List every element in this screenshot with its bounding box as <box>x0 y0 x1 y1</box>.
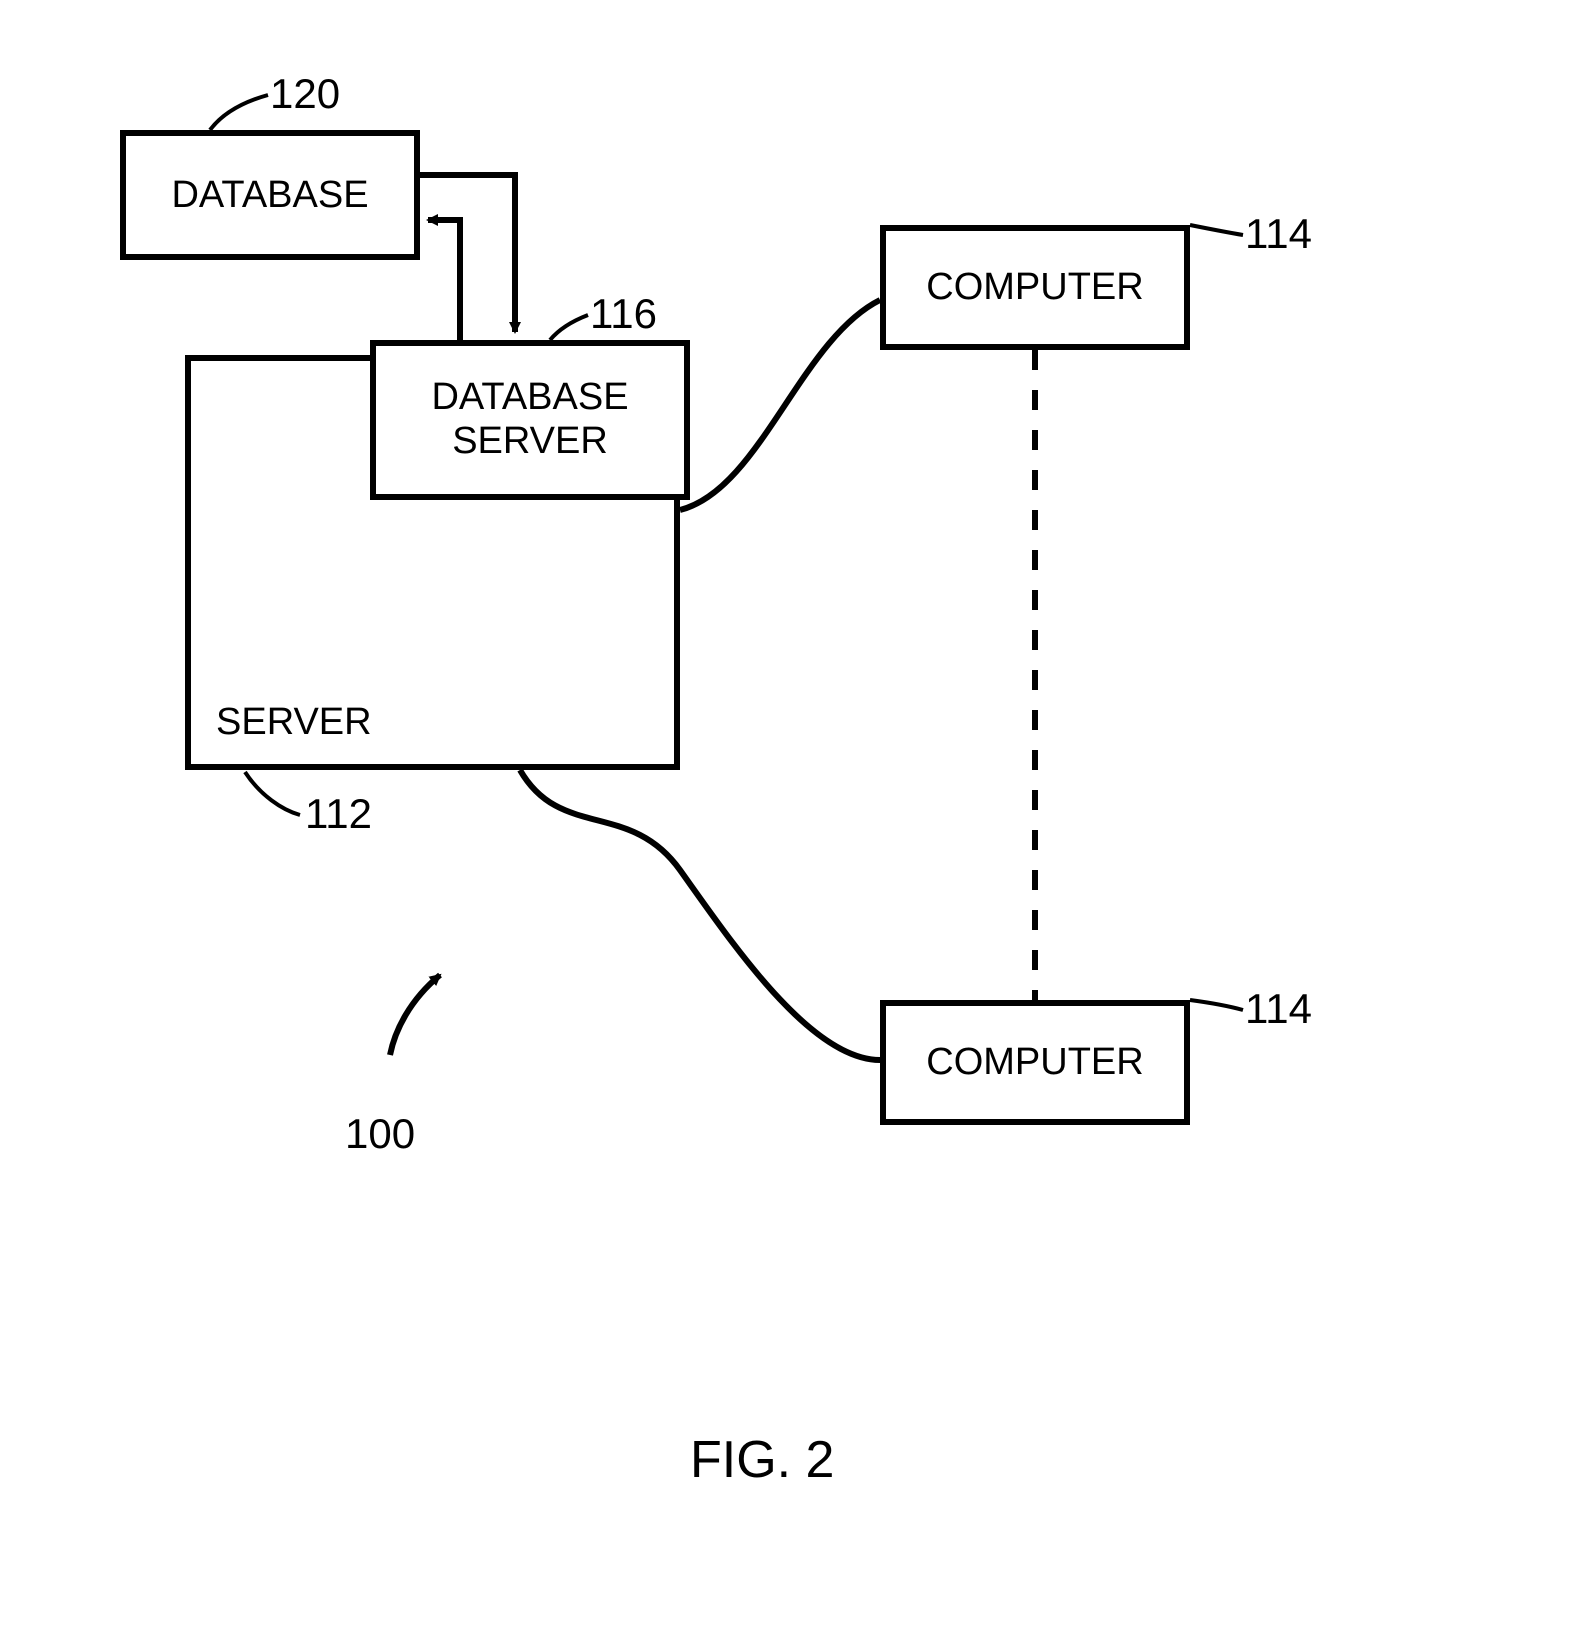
database-server-box: DATABASE SERVER <box>370 340 690 500</box>
ref-system: 100 <box>345 1110 415 1158</box>
computer-top-label: COMPUTER <box>926 266 1143 309</box>
ref-server: 112 <box>305 790 372 838</box>
server-label: SERVER <box>216 701 372 744</box>
ref-computer-top: 114 <box>1245 210 1312 258</box>
figure-caption: FIG. 2 <box>690 1430 834 1490</box>
figure-canvas: SERVER DATABASE SERVER DATABASE COMPUTER… <box>0 0 1569 1633</box>
computer-bottom-label: COMPUTER <box>926 1041 1143 1084</box>
database-server-label: DATABASE SERVER <box>431 376 628 463</box>
computer-bottom-box: COMPUTER <box>880 1000 1190 1125</box>
ref-db-server: 116 <box>590 290 657 338</box>
database-label: DATABASE <box>171 174 368 217</box>
database-box: DATABASE <box>120 130 420 260</box>
ref-database: 120 <box>270 70 340 118</box>
ref-computer-bottom: 114 <box>1245 985 1312 1033</box>
computer-top-box: COMPUTER <box>880 225 1190 350</box>
